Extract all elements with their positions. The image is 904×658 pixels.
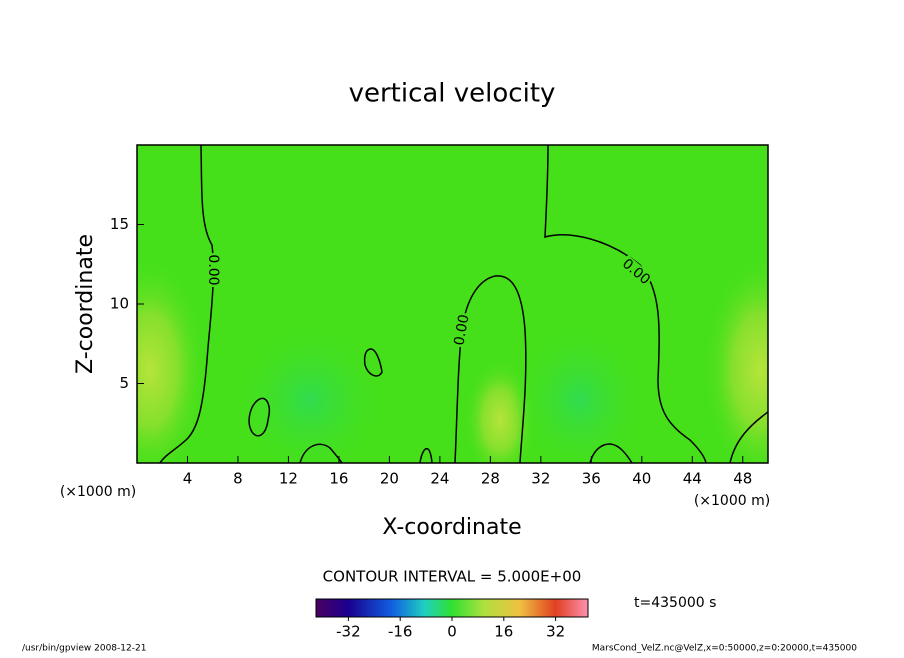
contour-line — [589, 443, 633, 463]
contour-line — [544, 145, 707, 463]
contour-label: 0.00 — [451, 313, 472, 346]
x-tick-label: 40 — [632, 470, 651, 488]
contour-line — [419, 448, 433, 463]
contour-line — [363, 348, 383, 377]
x-tick-label: 20 — [380, 470, 399, 488]
contour-label-bg — [617, 254, 655, 290]
x-tick-label: 4 — [183, 470, 193, 488]
footer-right: MarsCond_VelZ.nc@VelZ,x=0:50000,z=0:2000… — [592, 644, 857, 654]
x-tick-label: 24 — [430, 470, 449, 488]
contour-interval: CONTOUR INTERVAL = 5.000E+00 — [323, 568, 582, 586]
y-tick-label: 15 — [110, 215, 129, 233]
y-axis-label: Z-coordinate — [73, 234, 98, 374]
contour-label: 0.00 — [205, 254, 221, 285]
footer-left: /usr/bin/gpview 2008-12-21 — [22, 644, 146, 654]
colorbar — [315, 598, 589, 618]
contour-line — [729, 411, 768, 463]
x-tick-label: 32 — [531, 470, 550, 488]
plot-field: 0.000.000.00 — [137, 145, 768, 463]
x-tick-label: 44 — [683, 470, 702, 488]
colorbar-tick-label: 0 — [447, 623, 457, 641]
x-tick-label: 28 — [481, 470, 500, 488]
contour-label-bg — [451, 311, 473, 349]
x-tick-label: 48 — [733, 470, 752, 488]
contour-label-bg — [205, 253, 221, 287]
x-tick-label: 16 — [329, 470, 348, 488]
contour-line — [299, 443, 343, 463]
x-unit: (×1000 m) — [694, 493, 770, 509]
colorbar-tick-label: -32 — [336, 623, 361, 641]
y-tick-label: 5 — [119, 374, 129, 392]
colorbar-tick-label: -16 — [388, 623, 413, 641]
time-label: t=435000 s — [634, 595, 716, 611]
x-tick-label: 36 — [582, 470, 601, 488]
contour-line — [248, 397, 270, 437]
contour-line — [454, 275, 527, 463]
contour-line — [159, 145, 215, 463]
x-tick-label: 8 — [233, 470, 243, 488]
colorbar-tick-label: 32 — [546, 623, 565, 641]
y-tick-label: 10 — [110, 295, 129, 313]
chart-title: vertical velocity — [349, 79, 556, 109]
x-tick-label: 12 — [279, 470, 298, 488]
colorbar-tick-label: 16 — [494, 623, 513, 641]
x-axis-label: X-coordinate — [382, 515, 521, 540]
x-unit: (×1000 m) — [60, 484, 136, 500]
